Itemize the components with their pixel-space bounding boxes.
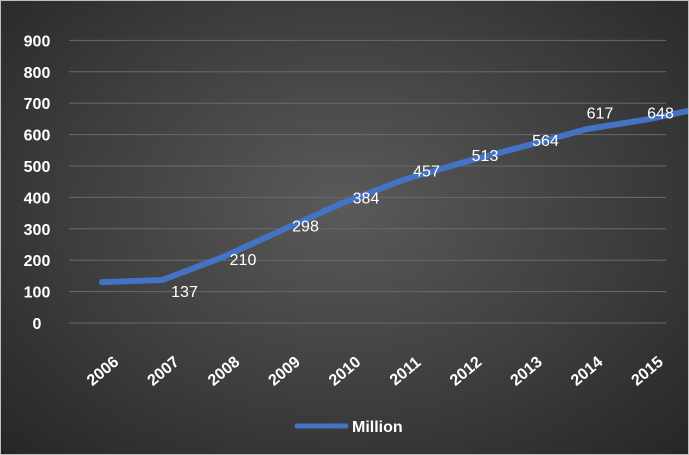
- x-tick-label: 2006: [84, 354, 122, 390]
- x-tick-label: 2012: [447, 354, 485, 390]
- data-label: 457: [413, 164, 440, 181]
- y-tick-label: 200: [24, 253, 51, 270]
- y-tick-label: 0: [33, 316, 42, 333]
- y-tick-label: 400: [24, 190, 51, 207]
- x-tick-label: 2010: [326, 354, 364, 390]
- x-tick-label: 2013: [508, 354, 546, 390]
- legend: Million: [294, 419, 403, 436]
- y-tick-label: 700: [24, 96, 51, 113]
- x-axis-ticks: 2006 2007 2008 2009 2010 2011 2012 2013 2014 2015…: [84, 354, 667, 390]
- y-tick-label: 100: [24, 285, 51, 302]
- data-label: 648: [647, 106, 674, 123]
- data-labels: 137210298384457513564617648688731828771: [171, 105, 674, 301]
- data-label: 210: [230, 252, 257, 269]
- x-tick-label: 2014: [568, 354, 606, 390]
- data-label: 298: [292, 218, 319, 235]
- y-tick-label: 500: [24, 159, 51, 176]
- x-tick-label: 2011: [387, 354, 425, 389]
- series-million: [99, 107, 688, 286]
- data-label: 617: [587, 105, 614, 122]
- y-tick-label: 900: [24, 33, 51, 50]
- y-tick-label: 600: [24, 128, 51, 145]
- data-label: 564: [532, 133, 559, 150]
- legend-label-million: Million: [352, 419, 403, 436]
- data-label: 137: [171, 284, 198, 301]
- x-tick-label: 2009: [266, 354, 304, 390]
- data-label: 384: [353, 190, 380, 207]
- x-tick-label: 2008: [205, 354, 243, 390]
- x-tick-label: 2007: [145, 354, 183, 390]
- x-tick-label: 2015: [629, 354, 667, 390]
- y-tick-label: 300: [24, 222, 51, 239]
- y-axis-ticks: 0 100 200 300 400 500 600 700 800 900: [24, 33, 51, 333]
- gridlines: [69, 39, 666, 324]
- series-line-million: [99, 107, 688, 286]
- data-label: 513: [472, 148, 499, 165]
- y-tick-label: 800: [24, 65, 51, 82]
